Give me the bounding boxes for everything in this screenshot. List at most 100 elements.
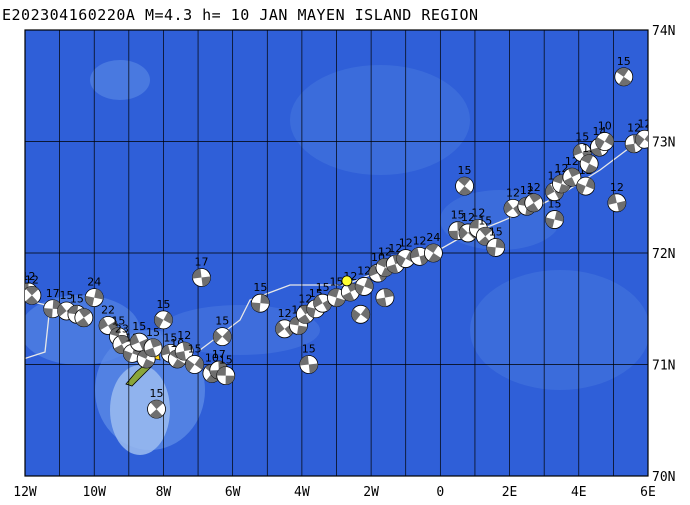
depth-label: 17 (46, 287, 60, 300)
depth-label: 12 (506, 186, 520, 199)
beachball-compression-quadrant (333, 297, 346, 307)
depth-label: 12 (278, 307, 292, 320)
depth-label: 12 (461, 211, 475, 224)
depth-label: 15 (458, 164, 472, 177)
focal-mechanism-beachball: 12 (25, 273, 42, 305)
beachball-compression-quadrant (161, 344, 171, 356)
longitude-tick-label: 2W (363, 485, 379, 500)
depth-label: 12 (21, 270, 35, 283)
beachball-compression-quadrant (109, 327, 121, 337)
beachball-compression-quadrant (526, 202, 539, 212)
longitude-tick-label: 8W (156, 485, 172, 500)
beachball-compression-quadrant (396, 254, 406, 267)
focal-mechanism-beachball: 24 (84, 276, 104, 308)
depth-label: 15 (163, 331, 177, 344)
beachball-compression-quadrant (150, 338, 162, 348)
beachball-compression-quadrant (251, 302, 261, 313)
beachball-compression-quadrant (425, 243, 439, 253)
longitude-tick-label: 0 (436, 485, 444, 500)
beachball-compression-quadrant (150, 400, 164, 410)
beachball-compression-quadrant (351, 308, 361, 322)
focal-mechanism-beachball: 15 (327, 276, 346, 308)
focal-mechanism-beachball: 24 (424, 231, 443, 263)
beachball-compression-quadrant (182, 342, 194, 352)
beachball-compression-quadrant (192, 268, 202, 279)
depth-label: 15 (316, 281, 330, 294)
focal-mechanism-beachball: 17 (192, 256, 211, 287)
beachball-compression-quadrant (342, 292, 355, 302)
focal-mechanism-beachball: 15 (475, 214, 495, 246)
focal-mechanism-beachball: 12 (545, 170, 564, 202)
beachball-compression-quadrant (154, 315, 164, 328)
beachball-compression-quadrant (185, 359, 195, 372)
beachball-compression-quadrant (149, 409, 163, 419)
depth-label: 12 (527, 181, 541, 194)
current-event-marker (341, 275, 353, 287)
focal-mechanism-beachball (375, 288, 395, 308)
longitude-tick-label: 2E (502, 485, 518, 500)
beachball-compression-quadrant (222, 330, 232, 343)
focal-mechanism-beachball: 12 (635, 117, 648, 149)
focal-mechanism-beachball: 10 (595, 120, 615, 151)
beachball-compression-quadrant (381, 267, 394, 277)
beachball-compression-quadrant (495, 238, 505, 249)
beachball-compression-quadrant (113, 344, 126, 354)
beachball-compression-quadrant (573, 144, 583, 156)
beachball-compression-quadrant (123, 350, 133, 362)
depth-label: 17 (212, 348, 226, 361)
beachball-compression-quadrant (297, 325, 308, 335)
depth-label: 17 (195, 256, 209, 269)
focal-mechanism-beachball: 15 (455, 164, 474, 196)
beachball-compression-quadrant (590, 147, 603, 157)
longitude-tick-label: 12W (13, 485, 37, 500)
depth-label: 15 (70, 292, 84, 305)
longitude-tick-label: 4E (571, 485, 587, 500)
depth-label: 15 (188, 343, 202, 356)
depth-label: 12 (627, 122, 641, 135)
depth-label: 15 (253, 281, 267, 294)
beachball-compression-quadrant (297, 314, 311, 324)
depth-label: 12 (388, 242, 402, 255)
beachball-compression-quadrant (99, 317, 109, 331)
depth-label: 15 (156, 298, 170, 311)
depth-label: 15 (575, 131, 589, 144)
focal-mechanism-beachball (74, 308, 94, 328)
beachball-compression-quadrant (563, 177, 576, 187)
latitude-tick-label: 70N (652, 470, 675, 485)
beachball-compression-quadrant (625, 143, 636, 153)
longitude-tick-label: 6E (640, 485, 656, 500)
depth-label: 12 (413, 234, 427, 247)
beachball-compression-quadrant (57, 303, 67, 317)
beachball-compression-quadrant (618, 76, 632, 86)
focal-mechanism-beachball: 12 (524, 181, 544, 213)
beachball-compression-quadrant (175, 351, 186, 361)
focal-mechanism-beachball: 23 (112, 322, 132, 354)
graticule (25, 30, 648, 476)
depth-label: 24 (87, 276, 101, 289)
depth-label: 12 (357, 264, 371, 277)
beachball-compression-quadrant (616, 67, 629, 77)
longitude-tick-label: 10W (82, 485, 106, 500)
longitude-tick-label: 4W (294, 485, 310, 500)
beachball-compression-quadrant (76, 317, 90, 327)
depth-label: 23 (115, 322, 129, 335)
beachball-compression-quadrant (479, 227, 493, 237)
focal-mechanism-beachball: 15 (313, 281, 333, 313)
beachball-compression-quadrant (355, 283, 365, 295)
depth-label: 12 (378, 245, 392, 258)
beachball-compression-quadrant (306, 306, 316, 318)
focal-mechanism-beachball: 15 (614, 55, 634, 87)
focal-mechanism-beachball: 15 (545, 198, 564, 229)
depth-label: 15 (146, 326, 160, 339)
beachball-compression-quadrant (68, 305, 79, 315)
focal-mechanism-beachball (351, 304, 371, 324)
beachball-compression-quadrant (376, 297, 387, 307)
beachball-compression-quadrant (581, 154, 594, 164)
beachball-compression-quadrant (308, 363, 318, 374)
focal-mechanism-beachball: 15 (250, 281, 270, 313)
beachball-compression-quadrant (486, 246, 496, 257)
depth-label: 15 (60, 289, 74, 302)
focal-mechanism-beachball: 15 (154, 298, 173, 330)
beachball-compression-quadrant (25, 286, 39, 296)
beachball-compression-quadrant (313, 295, 323, 308)
